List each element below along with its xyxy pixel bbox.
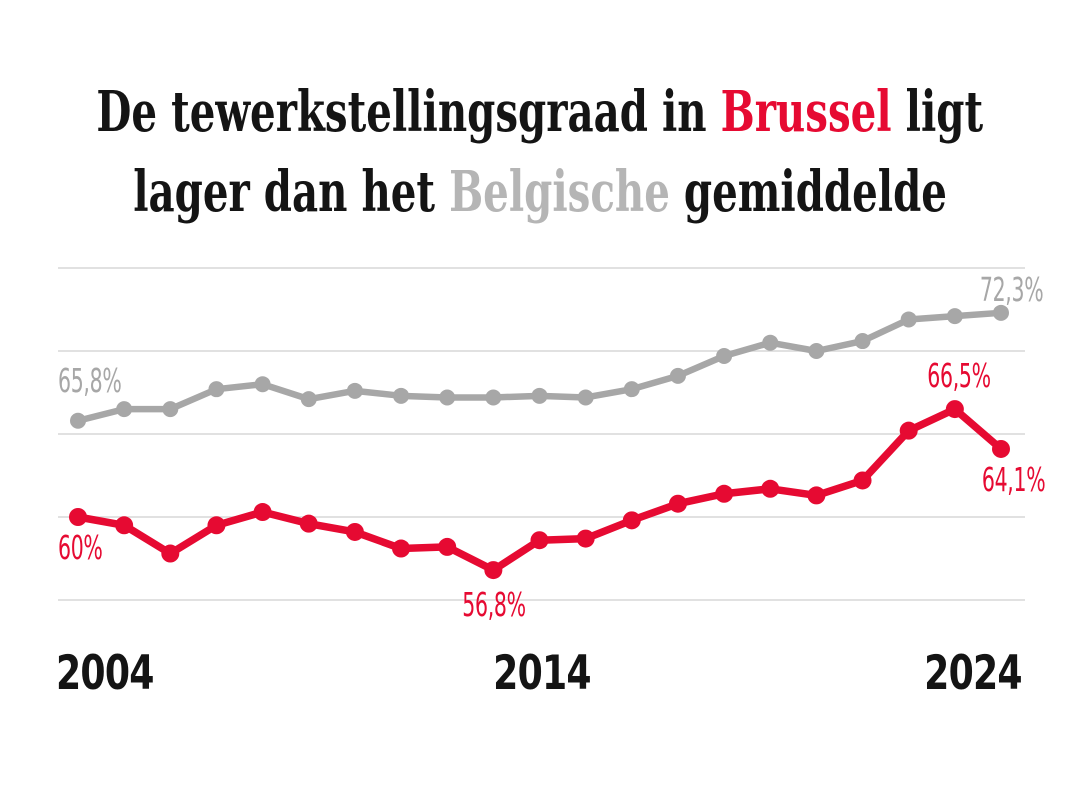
value-label-brussels-2024: 64,1% <box>981 460 1046 499</box>
brussels-point-2011 <box>392 539 411 558</box>
x-axis-label-2014: 2014 <box>493 646 591 701</box>
brussels-point-2024 <box>992 439 1010 458</box>
x-axis-label-2024: 2024 <box>924 646 1022 701</box>
brussels-point-2018 <box>715 484 734 503</box>
belgium-series-line <box>74 309 1005 424</box>
value-label-brussels-2004: 60% <box>58 528 103 567</box>
belgium-point-2007 <box>208 381 225 398</box>
title-line2-post: gemiddelde <box>669 159 947 225</box>
brussels-point-2005 <box>115 516 134 535</box>
brussels-point-2022 <box>899 421 918 440</box>
belgium-point-2004 <box>70 412 86 429</box>
value-label-belgium-2004: 65,8% <box>58 361 122 400</box>
belgium-point-2018 <box>716 347 733 364</box>
brussels-point-2016 <box>622 511 641 530</box>
belgium-point-2013 <box>485 389 502 406</box>
title-line2-pre: lager dan het <box>133 159 450 225</box>
belgium-point-2022 <box>900 311 917 328</box>
brussels-series-line <box>74 405 1005 574</box>
belgium-point-2015 <box>577 389 594 406</box>
value-label-brussels-2013: 56,8% <box>462 585 526 624</box>
brussels-point-2004 <box>69 508 87 526</box>
brussels-point-2007 <box>207 516 226 535</box>
title-line1-post: ligt <box>891 79 984 145</box>
x-axis-label-2004: 2004 <box>56 646 154 701</box>
belgium-point-2017 <box>669 367 686 384</box>
brussels-point-2006 <box>161 544 180 563</box>
title-line-2: lager dan het Belgische gemiddelde <box>133 152 947 232</box>
value-label-belgium-2024: 72,3% <box>979 270 1044 309</box>
title-brussels-highlight: Brussel <box>720 79 892 145</box>
brussels-point-2013 <box>484 561 503 580</box>
brussels-point-2017 <box>668 494 687 513</box>
belgium-point-2014 <box>531 387 548 404</box>
brussels-point-2019 <box>761 479 780 498</box>
brussels-point-2008 <box>253 503 272 522</box>
belgium-point-2008 <box>254 376 271 393</box>
brussels-point-2009 <box>299 514 318 533</box>
brussels-point-2020 <box>807 486 826 505</box>
brussels-point-2015 <box>576 529 595 548</box>
brussels-point-2023 <box>945 400 964 419</box>
brussels-point-2012 <box>438 537 457 556</box>
brussels-point-2010 <box>345 522 364 541</box>
belgium-point-2023 <box>946 308 963 325</box>
belgium-point-2005 <box>116 401 133 418</box>
belgium-point-2021 <box>854 333 871 350</box>
belgium-point-2011 <box>393 387 410 404</box>
belgium-point-2006 <box>162 401 179 418</box>
value-label-brussels-2023: 66,5% <box>927 356 991 395</box>
belgium-point-2010 <box>346 382 363 399</box>
title-line1-pre: De tewerkstellingsgraad in <box>96 79 721 145</box>
belgium-point-2009 <box>300 391 317 408</box>
belgium-point-2012 <box>439 389 456 406</box>
brussels-point-2021 <box>853 471 872 490</box>
brussels-point-2014 <box>530 531 549 550</box>
title-line-1: De tewerkstellingsgraad in Brussel ligt <box>97 72 984 152</box>
belgium-point-2020 <box>808 343 825 359</box>
belgium-point-2019 <box>762 334 779 351</box>
belgium-point-2016 <box>623 381 640 398</box>
chart-title: De tewerkstellingsgraad in Brussel ligt … <box>0 72 1080 232</box>
title-belgium-highlight: Belgische <box>449 159 670 225</box>
